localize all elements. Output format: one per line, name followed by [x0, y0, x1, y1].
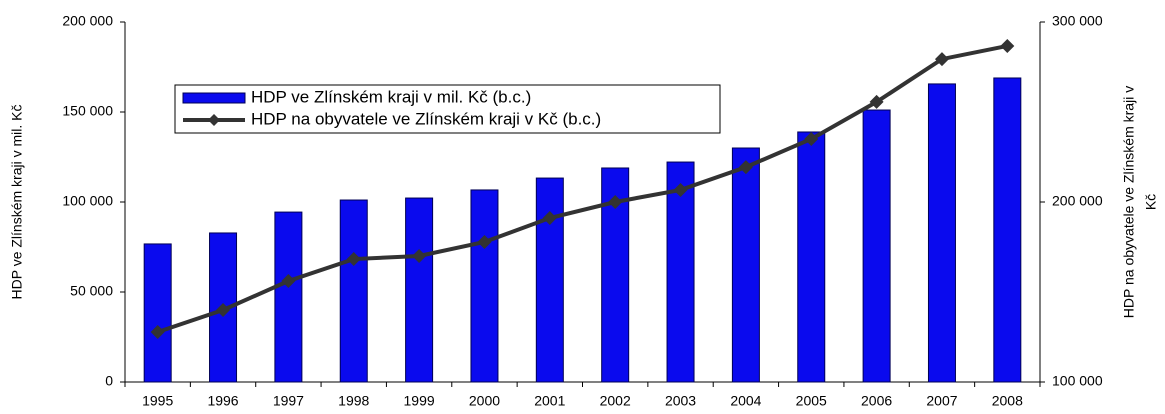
- legend-swatch: [182, 92, 246, 104]
- line-marker: [1000, 38, 1015, 53]
- x-tick-label: 2004: [730, 393, 761, 409]
- x-tick-label: 2008: [992, 393, 1023, 409]
- line-marker: [477, 234, 492, 249]
- x-tick-label: 1995: [142, 393, 173, 409]
- y2-axis-title: Kč: [1143, 194, 1159, 210]
- bar: [339, 199, 368, 383]
- x-tick-label: 2000: [469, 393, 500, 409]
- bar: [143, 243, 172, 383]
- bar: [862, 109, 891, 383]
- legend-swatch: [208, 114, 220, 126]
- x-tick-label: 1998: [338, 393, 369, 409]
- x-tick-label: 1997: [273, 393, 304, 409]
- bar: [797, 131, 826, 383]
- y-tick-label: 200 000: [62, 13, 113, 29]
- line-marker: [216, 303, 231, 317]
- line-marker: [281, 274, 296, 289]
- line-marker: [738, 160, 753, 175]
- bar: [470, 189, 499, 383]
- bar: [405, 197, 434, 383]
- x-tick-label: 2003: [665, 393, 696, 409]
- bar: [274, 211, 303, 383]
- line-marker: [346, 252, 361, 267]
- x-tick-label: 1996: [207, 393, 238, 409]
- line-marker: [934, 52, 949, 67]
- line-marker: [608, 195, 623, 209]
- bar: [927, 83, 956, 383]
- line-marker: [869, 94, 884, 109]
- y2-tick-label: 100 000: [1052, 373, 1103, 389]
- line-marker: [673, 182, 688, 197]
- bar: [993, 77, 1022, 383]
- y-axis-title: HDP ve Zlínském kraji v mil. Kč: [9, 105, 25, 300]
- x-tick-label: 2007: [926, 393, 957, 409]
- legend-label: HDP na obyvatele ve Zlínském kraji v Kč …: [251, 109, 601, 128]
- bar: [666, 161, 695, 383]
- y2-axis-title: HDP na obyvatele ve Zlínském kraji v: [1121, 86, 1137, 318]
- y-tick-label: 50 000: [70, 283, 113, 299]
- y2-tick-label: 300 000: [1052, 13, 1103, 29]
- line-marker: [542, 211, 557, 226]
- x-tick-label: 2006: [861, 393, 892, 409]
- x-tick-label: 2005: [796, 393, 827, 409]
- legend-label: HDP ve Zlínském kraji v mil. Kč (b.c.): [251, 87, 531, 106]
- y2-tick-label: 200 000: [1052, 193, 1103, 209]
- bar: [731, 147, 760, 383]
- bar: [535, 177, 564, 383]
- y-tick-label: 100 000: [62, 193, 113, 209]
- x-tick-label: 1999: [404, 393, 435, 409]
- x-tick-label: 2002: [600, 393, 631, 409]
- line-marker: [150, 324, 165, 339]
- y-tick-label: 150 000: [62, 103, 113, 119]
- line: [157, 43, 1008, 334]
- legend-box: [174, 84, 721, 134]
- line-marker: [804, 132, 819, 146]
- y-tick-label: 0: [105, 373, 113, 389]
- x-tick-label: 2001: [534, 393, 565, 409]
- line-marker: [412, 249, 427, 263]
